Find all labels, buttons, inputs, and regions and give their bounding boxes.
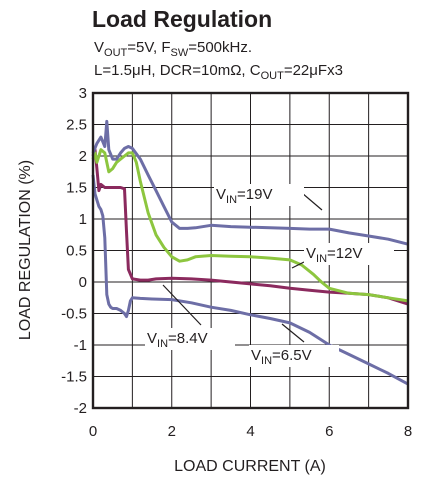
y-axis-label: LOAD REGULATION (%) [17,160,34,340]
subtitle-1-part-3: =5V, F [127,39,170,56]
series-annotation-2: VIN=12V [306,245,362,265]
x-tick-label: 6 [325,423,333,440]
annotation-value: =8.4V [168,330,208,347]
annotation-v: V [306,245,316,262]
annotation-value: =19V [237,186,272,203]
annotation-sub: IN [261,355,272,367]
annotation-v: V [216,186,226,203]
chart-subtitle-line-1: VOUT=5V, FSW=500kHz. [94,39,252,59]
x-tick-label: 2 [168,423,176,440]
x-axis-label: LOAD CURRENT (A) [174,458,326,475]
annotation-sub: IN [316,253,327,265]
y-tick-label: -0.5 [61,306,87,323]
annotation-sub: IN [226,194,237,206]
series-line-2 [91,148,409,303]
y-tick-label: 2 [79,148,87,165]
y-tick-label: 2.5 [66,117,87,134]
y-tick-label: 3 [79,85,87,102]
y-tick-label: -1.5 [61,369,87,386]
subtitle-1-part-5: =500kHz. [188,39,252,56]
annotation-sub: IN [157,338,168,350]
subtitle-2-part-1: L=1.5μH, DCR=10mΩ, C [94,62,261,79]
y-tick-label: 0.5 [66,243,87,260]
annotation-value: =6.5V [272,347,312,364]
annotation-v: V [147,330,157,347]
annotation-backdrop [249,345,339,367]
annotation-backdrop [304,243,394,265]
x-tick-label: 4 [246,423,254,440]
x-tick-labels: 0 2 4 6 8 [89,423,412,440]
annotation-leader [301,192,323,211]
x-tick-label: 8 [404,423,412,440]
series-annotation-3: VIN=8.4V [147,330,208,350]
series-line-1 [91,119,409,246]
y-tick-label: -2 [74,400,87,417]
subtitle-2-part-2: OUT [261,70,285,82]
series-line-4 [91,174,409,386]
annotation-v: V [251,347,261,364]
annotation-leader [162,284,202,326]
series-layer [91,119,409,386]
subtitle-1-part-2: OUT [104,47,128,59]
annotation-leader [281,323,305,343]
series-annotation-1: VIN=19V [216,186,272,206]
subtitle-2-part-3: =22μFx3 [284,62,343,79]
annotation-backdrop [145,328,235,350]
annotation-leader [291,261,305,269]
x-tick-label: 0 [89,423,97,440]
chart-title: Load Regulation [92,6,272,32]
y-tick-labels: 3 2.5 2 1.5 1 0.5 0 -0.5 -1 -1.5 -2 [61,85,87,417]
y-tick-label: -1 [74,337,87,354]
y-tick-label: 1 [79,211,87,228]
chart-subtitle-line-2: L=1.5μH, DCR=10mΩ, COUT=22μFx3 [94,62,343,82]
annotation-backdrop [214,184,304,206]
y-tick-label: 0 [79,274,87,291]
series-annotation-4: VIN=6.5V [251,347,312,367]
y-tick-label: 1.5 [66,180,87,197]
plot-frame [91,91,410,410]
subtitle-1-part-1: V [94,39,104,56]
annotation-value: =12V [327,245,362,262]
series-line-3 [91,148,409,306]
subtitle-1-part-4: SW [170,47,188,59]
